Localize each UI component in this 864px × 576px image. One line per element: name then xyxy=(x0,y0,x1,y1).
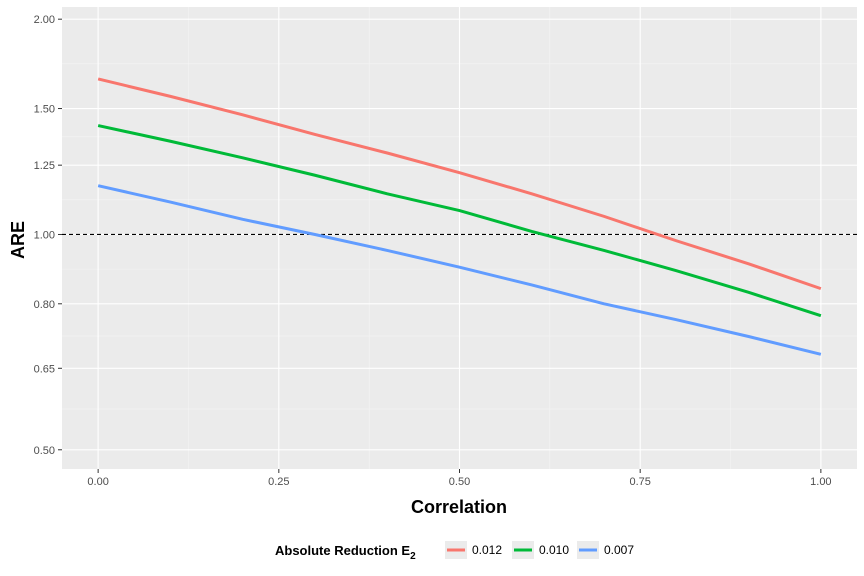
y-tick-label: 2.00 xyxy=(34,14,55,26)
y-tick-label: 0.50 xyxy=(34,445,55,457)
y-axis: 0.50 0.65 0.80 1.00 1.25 1.50 2.00 xyxy=(34,14,62,457)
legend-label-0.010: 0.010 xyxy=(539,543,569,557)
legend: Absolute Reduction E2 0.012 0.010 0.007 xyxy=(275,541,634,562)
legend-label-0.007: 0.007 xyxy=(604,543,634,557)
x-axis: 0.00 0.25 0.50 0.75 1.00 xyxy=(87,469,832,488)
legend-title: Absolute Reduction E2 xyxy=(275,543,416,562)
y-axis-title: ARE xyxy=(8,221,28,259)
legend-label-0.012: 0.012 xyxy=(472,543,502,557)
legend-items: 0.012 0.010 0.007 xyxy=(445,541,634,559)
legend-title-subscript: 2 xyxy=(410,551,416,562)
legend-title-main: Absolute Reduction E xyxy=(275,543,410,558)
y-tick-label: 1.50 xyxy=(34,104,55,116)
y-tick-label: 1.00 xyxy=(34,229,55,241)
x-tick-label: 0.25 xyxy=(268,476,289,488)
series-line-0.012 xyxy=(97,77,822,291)
x-tick-label: 0.00 xyxy=(87,476,108,488)
y-tick-label: 1.25 xyxy=(34,160,55,172)
x-axis-title: Correlation xyxy=(411,497,507,517)
grid-major xyxy=(62,7,857,469)
y-tick-label: 0.80 xyxy=(34,299,55,311)
series-line-0.007 xyxy=(97,184,822,356)
series-lines xyxy=(97,77,822,356)
x-tick-label: 1.00 xyxy=(810,476,831,488)
x-tick-label: 0.75 xyxy=(629,476,650,488)
series-line-0.010 xyxy=(97,124,822,318)
x-tick-label: 0.50 xyxy=(449,476,470,488)
y-tick-label: 0.65 xyxy=(34,363,55,375)
